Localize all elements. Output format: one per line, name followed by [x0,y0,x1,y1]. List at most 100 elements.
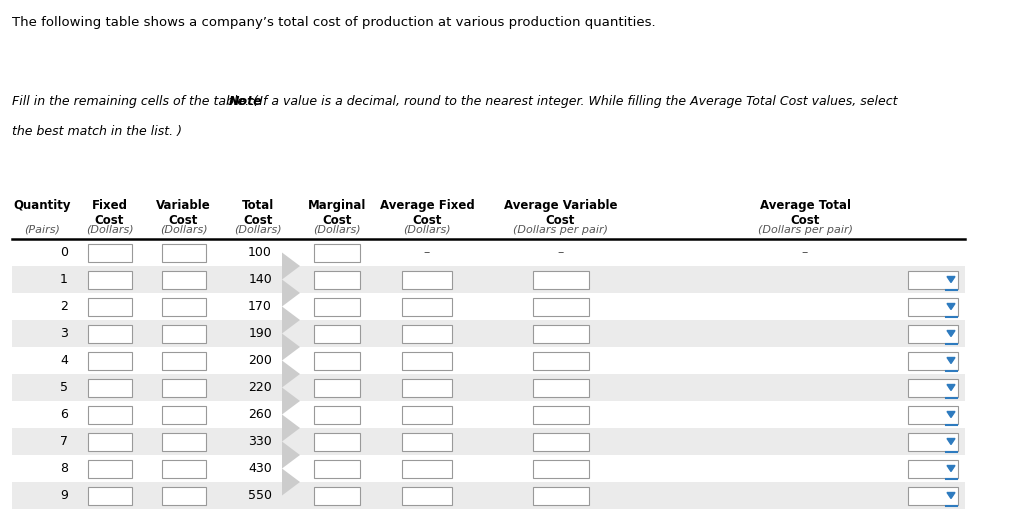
Text: Note: Note [229,95,263,108]
Text: 8: 8 [60,462,68,475]
Polygon shape [947,492,955,499]
Polygon shape [947,385,955,390]
Text: 6: 6 [60,408,68,421]
FancyBboxPatch shape [314,270,360,289]
Text: –: – [424,246,430,259]
Bar [12,428,965,455]
FancyBboxPatch shape [88,406,131,423]
Bar [12,482,965,509]
FancyBboxPatch shape [402,487,452,504]
FancyBboxPatch shape [533,298,588,315]
FancyBboxPatch shape [88,433,131,450]
FancyBboxPatch shape [402,325,452,342]
FancyBboxPatch shape [402,433,452,450]
FancyBboxPatch shape [533,351,588,370]
Text: 100: 100 [248,246,272,259]
FancyBboxPatch shape [88,378,131,397]
Text: 5: 5 [60,381,68,394]
FancyBboxPatch shape [908,433,957,450]
Bar [12,401,965,428]
FancyBboxPatch shape [161,351,206,370]
Bar [12,293,965,320]
FancyBboxPatch shape [402,459,452,478]
FancyBboxPatch shape [533,459,588,478]
Polygon shape [282,361,300,387]
Text: (Dollars per pair): (Dollars per pair) [758,225,852,235]
FancyBboxPatch shape [533,325,588,342]
Text: Marginal
Cost: Marginal Cost [308,199,366,227]
FancyBboxPatch shape [402,378,452,397]
Polygon shape [947,411,955,418]
FancyBboxPatch shape [533,487,588,504]
Text: Fixed
Cost: Fixed Cost [91,199,127,227]
Text: Quantity: Quantity [13,199,70,212]
Text: 0: 0 [60,246,68,259]
Bar [12,196,965,239]
FancyBboxPatch shape [314,351,360,370]
FancyBboxPatch shape [88,325,131,342]
FancyBboxPatch shape [161,487,206,504]
FancyBboxPatch shape [88,298,131,315]
Text: (Dollars per pair): (Dollars per pair) [513,225,608,235]
FancyBboxPatch shape [88,487,131,504]
Bar [12,320,965,347]
Text: 550: 550 [248,489,272,502]
Text: Total
Cost: Total Cost [242,199,274,227]
FancyBboxPatch shape [314,433,360,450]
Text: 1: 1 [60,273,68,286]
Text: Variable
Cost: Variable Cost [156,199,211,227]
Text: 7: 7 [60,435,68,448]
Text: (Pairs): (Pairs) [24,225,60,235]
Text: 2: 2 [60,300,68,313]
FancyBboxPatch shape [908,351,957,370]
Text: 430: 430 [248,462,272,475]
Text: 140: 140 [248,273,272,286]
FancyBboxPatch shape [314,243,360,262]
Bar [12,239,965,266]
Text: –: – [557,246,564,259]
FancyBboxPatch shape [402,270,452,289]
Text: 330: 330 [248,435,272,448]
Text: the best match in the list. ): the best match in the list. ) [12,125,182,138]
FancyBboxPatch shape [88,270,131,289]
Text: 190: 190 [248,327,272,340]
FancyBboxPatch shape [908,270,957,289]
Polygon shape [947,438,955,445]
Text: 170: 170 [248,300,272,313]
Text: 260: 260 [248,408,272,421]
FancyBboxPatch shape [314,325,360,342]
FancyBboxPatch shape [161,298,206,315]
FancyBboxPatch shape [161,406,206,423]
Text: The following table shows a company’s total cost of production at various produc: The following table shows a company’s to… [12,16,656,29]
Text: 9: 9 [60,489,68,502]
FancyBboxPatch shape [908,325,957,342]
Polygon shape [282,306,300,334]
Polygon shape [282,469,300,495]
Text: 200: 200 [248,354,272,367]
FancyBboxPatch shape [314,406,360,423]
Polygon shape [282,253,300,279]
FancyBboxPatch shape [908,378,957,397]
FancyBboxPatch shape [908,459,957,478]
Text: –: – [802,246,809,259]
Text: Average Fixed
Cost: Average Fixed Cost [379,199,475,227]
Polygon shape [282,334,300,361]
FancyBboxPatch shape [533,406,588,423]
Polygon shape [947,358,955,363]
Polygon shape [282,279,300,306]
Polygon shape [947,303,955,310]
Text: Fill in the remaining cells of the table. (: Fill in the remaining cells of the table… [12,95,258,108]
Text: (Dollars): (Dollars) [403,225,451,235]
FancyBboxPatch shape [161,270,206,289]
Polygon shape [282,387,300,414]
Polygon shape [282,442,300,469]
Text: (Dollars): (Dollars) [159,225,207,235]
FancyBboxPatch shape [533,270,588,289]
Text: 220: 220 [248,381,272,394]
FancyBboxPatch shape [908,406,957,423]
Text: Average Variable
Cost: Average Variable Cost [504,199,617,227]
FancyBboxPatch shape [161,459,206,478]
FancyBboxPatch shape [161,433,206,450]
FancyBboxPatch shape [908,487,957,504]
Bar [12,455,965,482]
